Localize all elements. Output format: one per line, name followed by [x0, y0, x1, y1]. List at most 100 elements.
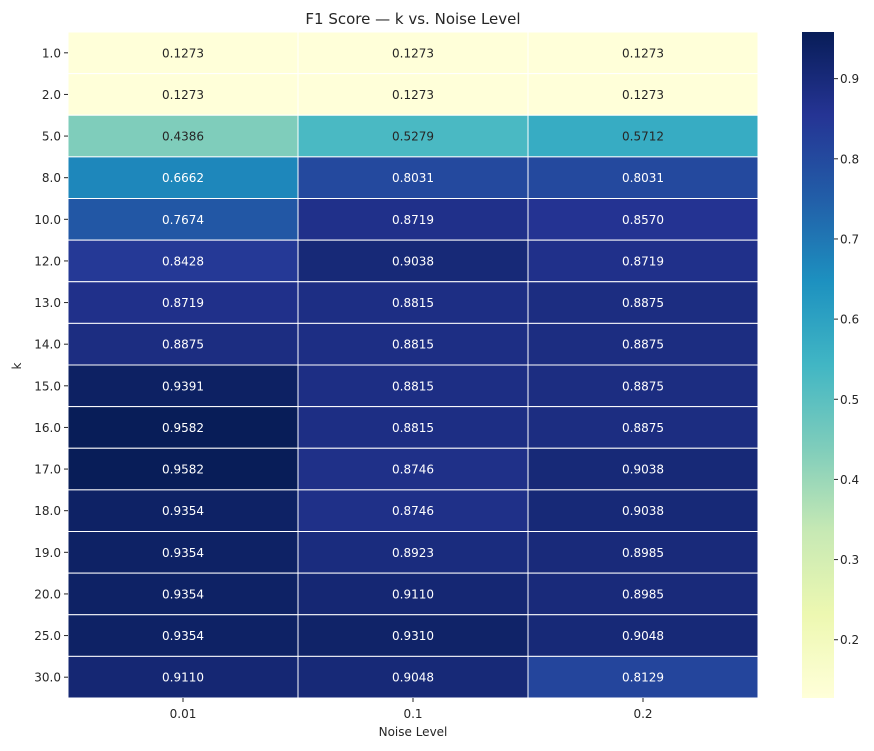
cell-value-label: 0.8815 — [392, 379, 434, 393]
cell-value-label: 0.8570 — [622, 213, 664, 227]
heatmap-cell — [527, 364, 759, 408]
heatmap-cell — [527, 655, 759, 699]
heatmap-cell — [527, 531, 759, 574]
heatmap-cell — [67, 614, 299, 657]
heatmap-cell — [297, 531, 529, 574]
x-tick-label: 0.01 — [170, 707, 197, 721]
cell-value-label: 0.8815 — [392, 296, 434, 310]
heatmap-cell — [67, 281, 299, 324]
cell-value-label: 0.9110 — [392, 587, 434, 601]
y-tick-label: 17.0 — [34, 463, 61, 477]
heatmap-cell — [297, 31, 529, 75]
heatmap-cell — [67, 572, 299, 616]
heatmap-cell — [527, 31, 759, 75]
cell-value-label: 0.9110 — [162, 671, 204, 685]
heatmap-cell — [67, 322, 299, 366]
cell-value-label: 0.8031 — [392, 171, 434, 185]
cell-value-label: 0.8875 — [622, 421, 664, 435]
y-axis-label: k — [10, 362, 24, 369]
cell-value-label: 0.8719 — [162, 296, 204, 310]
heatmap-cell — [67, 655, 299, 699]
cell-value-label: 0.9354 — [162, 587, 204, 601]
heatmap-cell — [67, 531, 299, 574]
heatmap-cell — [297, 406, 529, 449]
x-tick-label: 0.2 — [633, 707, 652, 721]
y-axis-ticks: 1.0 2.0 5.0 8.0 10.0 12.0 13.0 14.0 15.0 16.0 17.0… — [34, 46, 68, 685]
cell-value-label: 0.8746 — [392, 463, 434, 477]
x-axis-label: Noise Level — [379, 725, 448, 739]
cell-value-label: 0.9038 — [392, 254, 434, 268]
heatmap-cell — [297, 655, 529, 699]
y-tick-label: 25.0 — [34, 629, 61, 643]
heatmap-cell — [67, 447, 299, 491]
cell-value-label: 0.6662 — [162, 171, 204, 185]
cell-value-label: 0.9354 — [162, 504, 204, 518]
heatmap-cell — [297, 281, 529, 324]
y-tick-label: 12.0 — [34, 254, 61, 268]
cell-value-label: 0.9391 — [162, 379, 204, 393]
cell-value-label: 0.1273 — [162, 46, 204, 60]
cell-value-label: 0.9048 — [392, 671, 434, 685]
heatmap-cell — [297, 198, 529, 241]
cell-value-label: 0.5279 — [392, 130, 434, 144]
heatmap-cell — [527, 322, 759, 366]
cell-value-label: 0.8031 — [622, 171, 664, 185]
cell-value-label: 0.8428 — [162, 254, 204, 268]
cell-value-label: 0.8985 — [622, 587, 664, 601]
colorbar-tick-label: 0.9 — [840, 72, 859, 86]
y-tick-label: 14.0 — [34, 338, 61, 352]
heatmap-cell — [527, 447, 759, 491]
cell-value-label: 0.8746 — [392, 504, 434, 518]
colorbar-tick-label: 0.7 — [840, 232, 859, 246]
heatmap-cell — [527, 239, 759, 283]
y-tick-label: 13.0 — [34, 296, 61, 310]
cell-value-label: 0.8815 — [392, 338, 434, 352]
cell-value-label: 0.8875 — [622, 296, 664, 310]
colorbar-tick-label: 0.8 — [840, 152, 859, 166]
heatmap-cell — [527, 281, 759, 324]
colorbar-tick-label: 0.2 — [840, 633, 859, 647]
cell-value-label: 0.1273 — [392, 88, 434, 102]
heatmap-cell — [297, 489, 529, 532]
heatmap-cell — [67, 73, 299, 116]
x-tick-label: 0.1 — [403, 707, 422, 721]
y-tick-label: 8.0 — [42, 171, 61, 185]
cell-value-label: 0.1273 — [622, 46, 664, 60]
heatmap-cell — [527, 73, 759, 116]
cell-value-label: 0.9582 — [162, 463, 204, 477]
y-tick-label: 16.0 — [34, 421, 61, 435]
cell-value-label: 0.9354 — [162, 629, 204, 643]
cell-value-label: 0.8815 — [392, 421, 434, 435]
y-tick-label: 20.0 — [34, 587, 61, 601]
x-axis-ticks: 0.01 0.1 0.2 — [170, 698, 653, 721]
cell-value-label: 0.8875 — [622, 338, 664, 352]
cell-value-label: 0.7674 — [162, 213, 204, 227]
cell-value-label: 0.9582 — [162, 421, 204, 435]
y-tick-label: 18.0 — [34, 504, 61, 518]
cell-value-label: 0.8985 — [622, 546, 664, 560]
colorbar-ticks: 0.2 0.3 0.4 0.5 0.6 0.7 0.8 0.9 — [834, 72, 859, 647]
heatmap-cell — [527, 489, 759, 532]
colorbar-tick-label: 0.6 — [840, 313, 859, 327]
cell-value-label: 0.4386 — [162, 130, 204, 144]
heatmap-cell — [297, 114, 529, 158]
cell-value-label: 0.9354 — [162, 546, 204, 560]
cell-value-label: 0.8129 — [622, 671, 664, 685]
heatmap-cells: 0.1273 0.1273 0.1273 0.1273 0.1273 0.1273 0.43… — [67, 31, 759, 699]
cell-value-label: 0.1273 — [392, 46, 434, 60]
cell-value-label: 0.9310 — [392, 629, 434, 643]
cell-value-label: 0.8875 — [622, 379, 664, 393]
cell-value-label: 0.5712 — [622, 130, 664, 144]
cell-value-label: 0.8923 — [392, 546, 434, 560]
cell-value-label: 0.8719 — [392, 213, 434, 227]
cell-value-label: 0.1273 — [622, 88, 664, 102]
heatmap-cell — [527, 406, 759, 449]
heatmap-cell — [67, 406, 299, 449]
cell-value-label: 0.9048 — [622, 629, 664, 643]
heatmap-cell — [527, 156, 759, 199]
heatmap-cell — [527, 614, 759, 657]
heatmap-cell — [67, 156, 299, 199]
chart-title: F1 Score — k vs. Noise Level — [305, 10, 520, 28]
cell-value-label: 0.1273 — [162, 88, 204, 102]
